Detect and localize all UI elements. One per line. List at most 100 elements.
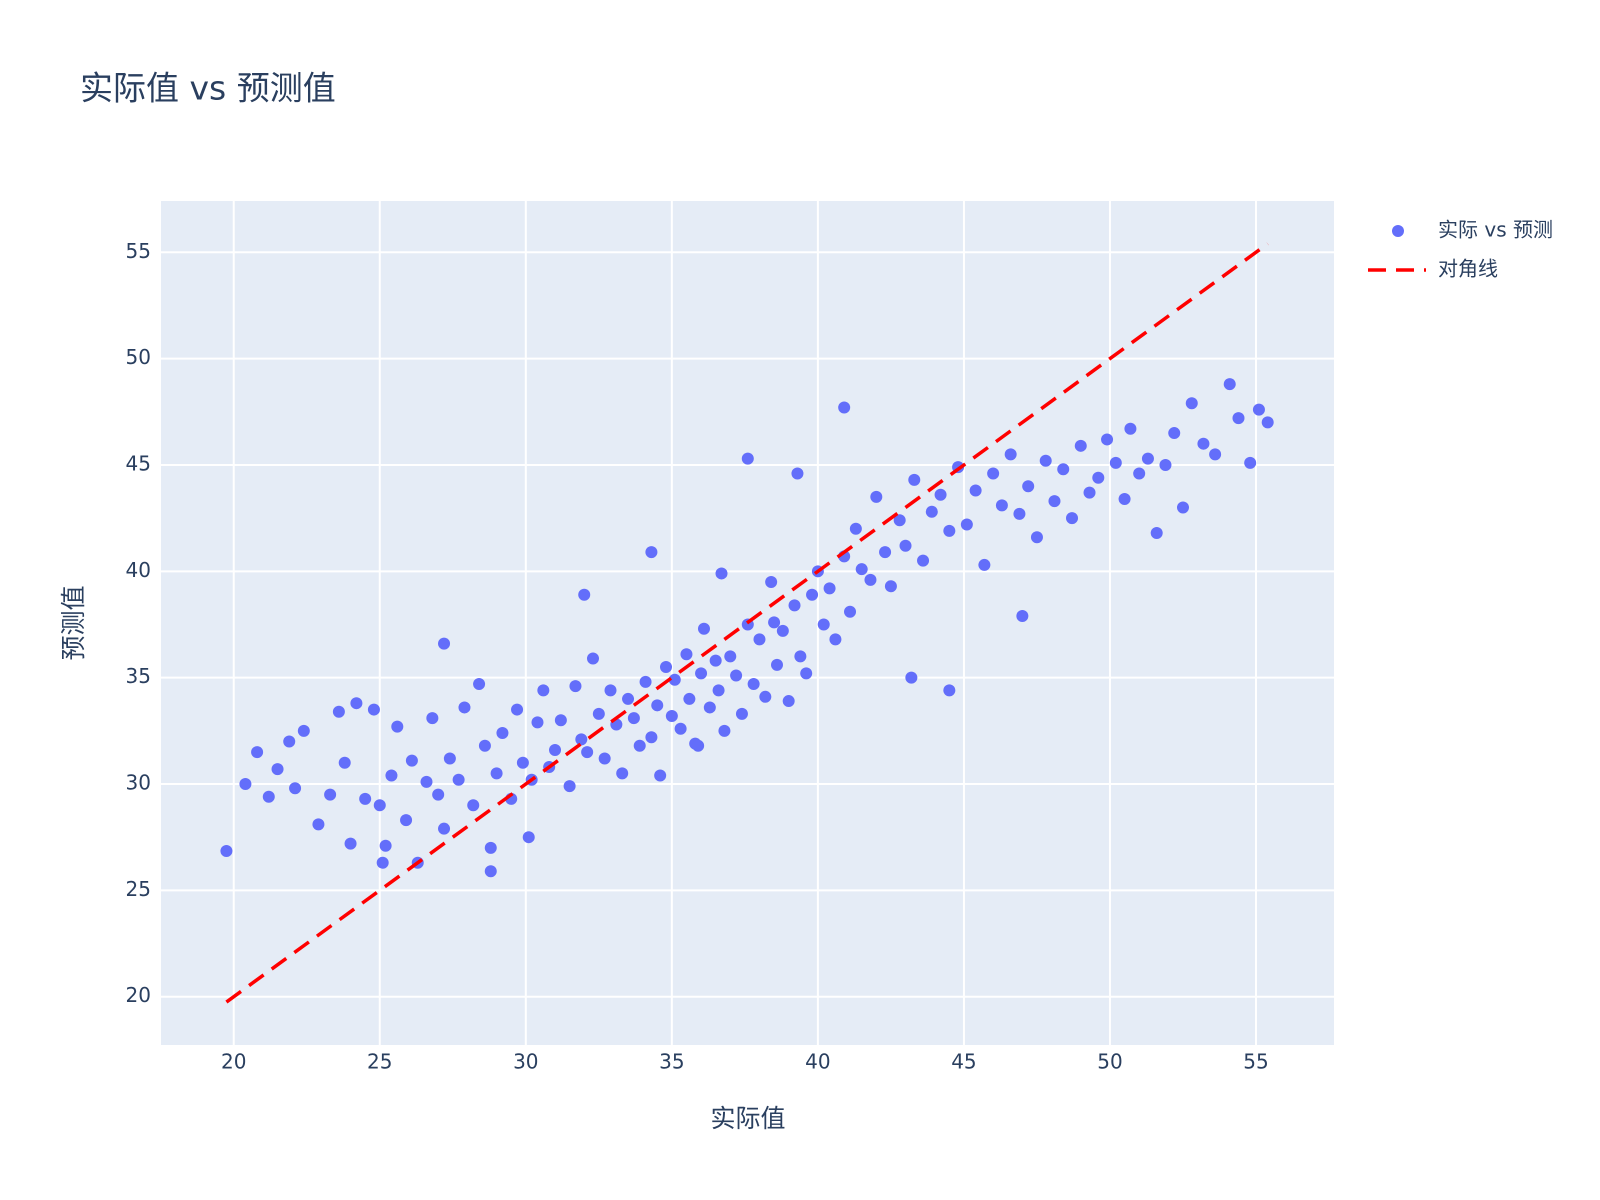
scatter-point bbox=[438, 822, 451, 835]
scatter-point bbox=[844, 605, 857, 618]
y-tick-label: 20 bbox=[126, 983, 151, 1007]
y-tick-label: 30 bbox=[126, 771, 151, 795]
x-tick-label: 25 bbox=[367, 1050, 392, 1074]
scatter-point bbox=[1016, 609, 1029, 622]
scatter-point bbox=[554, 714, 567, 727]
scatter-point bbox=[654, 769, 667, 782]
scatter-point bbox=[549, 743, 562, 756]
scatter-point bbox=[1092, 471, 1105, 484]
scatter-point bbox=[627, 712, 640, 725]
scatter-point bbox=[753, 633, 766, 646]
scatter-point bbox=[829, 633, 842, 646]
scatter-point bbox=[697, 622, 710, 635]
scatter-point bbox=[432, 788, 445, 801]
scatter-point bbox=[645, 731, 658, 744]
x-tick-label: 55 bbox=[1243, 1050, 1268, 1074]
scatter-point bbox=[490, 767, 503, 780]
scatter-point bbox=[350, 697, 363, 710]
scatter-point bbox=[484, 865, 497, 878]
x-tick-label: 45 bbox=[951, 1050, 976, 1074]
scatter-point bbox=[1223, 378, 1236, 391]
scatter-point bbox=[1048, 495, 1061, 508]
y-tick-label: 45 bbox=[126, 451, 151, 475]
scatter-point bbox=[791, 467, 804, 480]
scatter-point bbox=[604, 684, 617, 697]
scatter-point bbox=[478, 739, 491, 752]
scatter-point bbox=[1197, 437, 1210, 450]
scatter-point bbox=[452, 773, 465, 786]
scatter-point bbox=[899, 539, 912, 552]
scatter-point bbox=[788, 599, 801, 612]
scatter-point bbox=[443, 752, 456, 765]
scatter-point bbox=[703, 701, 716, 714]
scatter-point bbox=[405, 754, 418, 767]
scatter-point bbox=[239, 778, 252, 791]
scatter-point bbox=[385, 769, 398, 782]
scatter-point bbox=[367, 703, 380, 716]
scatter-point bbox=[467, 799, 480, 812]
scatter-point bbox=[379, 839, 392, 852]
scatter-point bbox=[680, 648, 693, 661]
diagonal-line bbox=[225, 242, 1269, 1004]
scatter-point bbox=[917, 554, 930, 567]
scatter-point bbox=[978, 558, 991, 571]
scatter-point bbox=[484, 841, 497, 854]
scatter-point bbox=[960, 518, 973, 531]
scatter-point bbox=[516, 756, 529, 769]
scatter-point bbox=[1109, 456, 1122, 469]
scatter-point bbox=[1232, 412, 1245, 425]
y-tick-label: 55 bbox=[126, 239, 151, 263]
scatter-point bbox=[741, 452, 754, 465]
scatter-point bbox=[581, 746, 594, 759]
scatter-point bbox=[1004, 448, 1017, 461]
scatter-point bbox=[511, 703, 524, 716]
scatter-point bbox=[633, 739, 646, 752]
scatter-point bbox=[864, 573, 877, 586]
scatter-point bbox=[776, 624, 789, 637]
scatter-point bbox=[376, 856, 389, 869]
scatter-point bbox=[438, 637, 451, 650]
scatter-point bbox=[522, 831, 535, 844]
x-axis-label: 实际值 bbox=[710, 1104, 785, 1133]
scatter-point bbox=[765, 575, 778, 588]
scatter-point bbox=[987, 467, 1000, 480]
y-tick-label: 50 bbox=[126, 345, 151, 369]
scatter-point bbox=[420, 775, 433, 788]
x-tick-label: 35 bbox=[659, 1050, 684, 1074]
scatter-point bbox=[400, 814, 413, 827]
scatter-point bbox=[668, 673, 681, 686]
y-tick-label: 25 bbox=[126, 877, 151, 901]
grid bbox=[161, 201, 1334, 1045]
scatter-point bbox=[715, 567, 728, 580]
legend-marker bbox=[1392, 225, 1404, 237]
scatter-point bbox=[893, 514, 906, 527]
scatter-point bbox=[458, 701, 471, 714]
scatter-point bbox=[251, 746, 264, 759]
scatter-point bbox=[1013, 507, 1026, 520]
scatter-point bbox=[884, 580, 897, 593]
scatter-point bbox=[1039, 454, 1052, 467]
scatter-point bbox=[695, 667, 708, 680]
x-tick-label: 30 bbox=[513, 1050, 538, 1074]
scatter-point bbox=[1101, 433, 1114, 446]
scatter-point bbox=[578, 588, 591, 601]
scatter-point bbox=[332, 705, 345, 718]
scatter-point bbox=[718, 724, 731, 737]
y-tick-label: 40 bbox=[126, 558, 151, 582]
scatter-point bbox=[1074, 439, 1087, 452]
scatter-point bbox=[1133, 467, 1146, 480]
scatter-point bbox=[674, 722, 687, 735]
marks bbox=[220, 242, 1274, 1004]
scatter-point bbox=[575, 733, 588, 746]
scatter-point bbox=[1030, 531, 1043, 544]
scatter-point bbox=[271, 763, 284, 776]
scatter-point bbox=[1252, 403, 1265, 416]
scatter-point bbox=[1118, 492, 1131, 505]
scatter-point bbox=[908, 473, 921, 486]
scatter-point bbox=[879, 546, 892, 559]
scatter-point bbox=[1083, 486, 1096, 499]
scatter-point bbox=[359, 792, 372, 805]
scatter-point bbox=[943, 524, 956, 537]
scatter-point bbox=[730, 669, 743, 682]
scatter-point bbox=[683, 692, 696, 705]
